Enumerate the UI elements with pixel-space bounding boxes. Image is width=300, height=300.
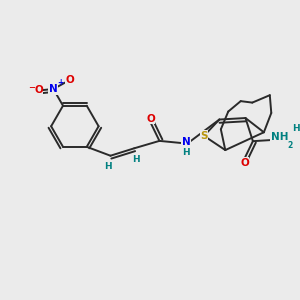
Text: O: O	[146, 114, 155, 124]
Text: H: H	[104, 163, 111, 172]
Text: O: O	[65, 75, 74, 85]
Text: NH: NH	[271, 132, 288, 142]
Text: N: N	[49, 84, 58, 94]
Text: O: O	[240, 158, 249, 168]
Text: −: −	[28, 83, 35, 92]
Text: H: H	[182, 148, 190, 157]
Text: S: S	[200, 131, 208, 141]
Text: H: H	[292, 124, 300, 133]
Text: N: N	[182, 137, 190, 147]
Text: O: O	[34, 85, 43, 95]
Text: 2: 2	[287, 140, 292, 149]
Text: H: H	[132, 155, 140, 164]
Text: +: +	[57, 78, 63, 87]
